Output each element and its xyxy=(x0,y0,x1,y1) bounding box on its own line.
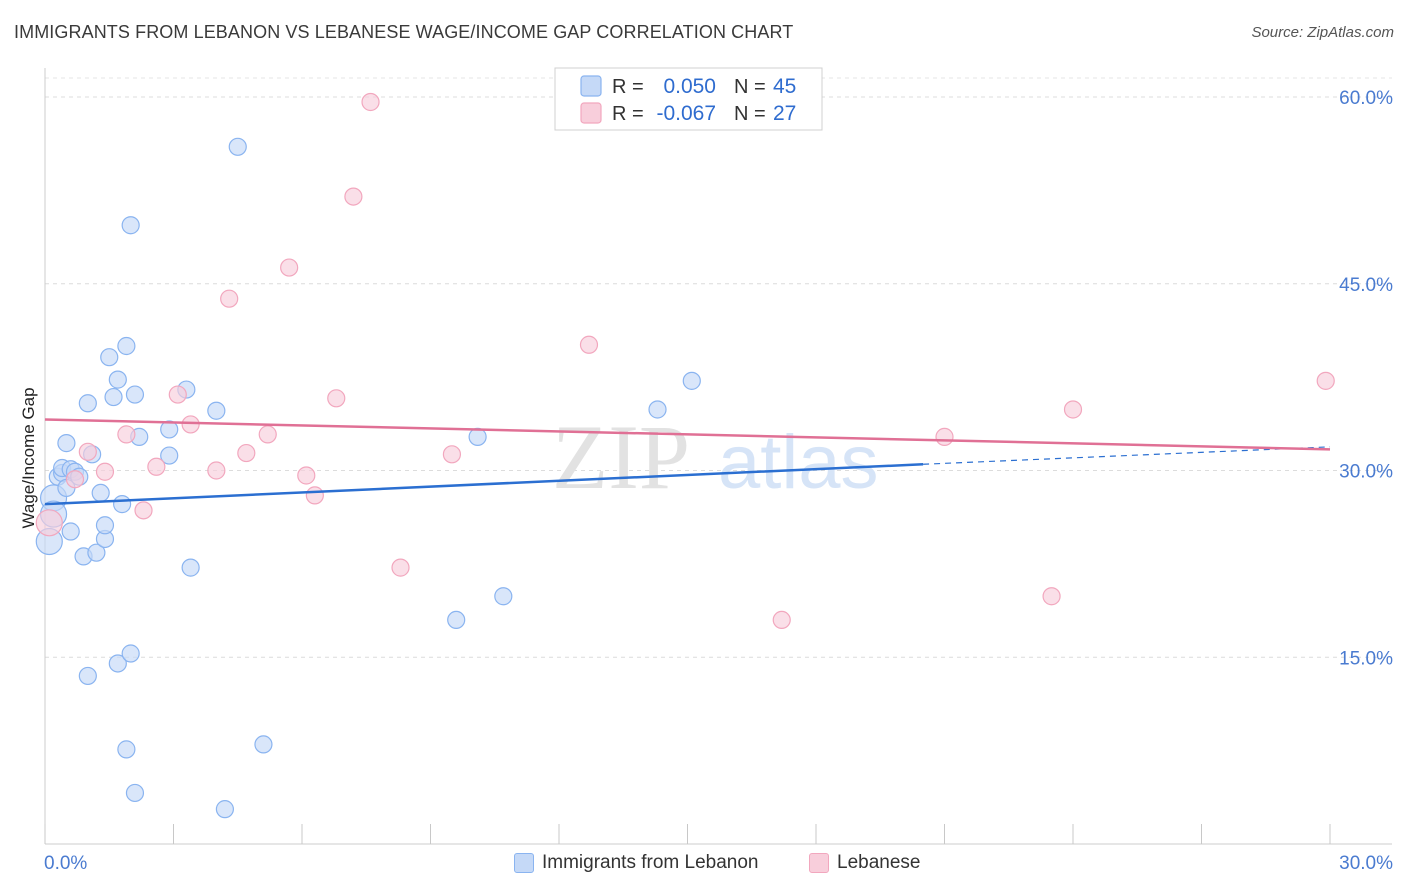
n-label: N = xyxy=(734,76,766,98)
y-tick-labels: 15.0% 30.0% 45.0% 60.0% xyxy=(1339,88,1393,669)
point-immigrants xyxy=(121,216,140,235)
point-immigrants xyxy=(682,371,701,390)
trend-line-immigrants xyxy=(44,463,924,506)
y-tick-label: 15.0% xyxy=(1339,648,1393,669)
point-immigrants xyxy=(78,666,97,686)
point-immigrants xyxy=(112,495,132,514)
y-axis-title: Wage/Income Gap xyxy=(19,387,38,528)
trend-lines xyxy=(44,418,1331,506)
point-lebanese xyxy=(280,258,299,277)
point-immigrants xyxy=(78,394,97,413)
point-immigrants xyxy=(57,434,76,453)
point-immigrants xyxy=(91,483,110,503)
point-immigrants xyxy=(125,385,145,404)
point-immigrants xyxy=(447,610,466,630)
x-tick-label: 0.0% xyxy=(44,853,87,874)
point-immigrants xyxy=(207,401,226,420)
point-immigrants xyxy=(87,543,106,562)
legend-label-immigrants: Immigrants from Lebanon xyxy=(542,852,759,873)
y-tick-label: 45.0% xyxy=(1339,275,1393,296)
trend-line-lebanese xyxy=(44,418,1331,451)
legend-swatch-lebanese xyxy=(809,853,829,873)
legend-item-immigrants: Immigrants from Lebanon xyxy=(514,852,759,874)
y-tick-label: 60.0% xyxy=(1339,88,1393,109)
r-label: R = xyxy=(612,76,644,98)
watermark-atlas: atlas xyxy=(718,420,879,505)
point-immigrants xyxy=(228,137,247,156)
y-tick-label: 30.0% xyxy=(1339,462,1393,483)
point-immigrants xyxy=(468,427,487,446)
point-lebanese xyxy=(305,486,324,505)
point-lebanese xyxy=(1316,371,1335,390)
point-immigrants xyxy=(160,446,179,465)
point-lebanese xyxy=(117,425,136,444)
point-lebanese xyxy=(168,385,187,404)
point-immigrants xyxy=(125,783,145,803)
point-immigrants xyxy=(181,558,200,577)
data-points xyxy=(35,92,1335,819)
chart-title: IMMIGRANTS FROM LEBANON VS LEBANESE WAGE… xyxy=(14,22,794,42)
r-value: -0.067 xyxy=(656,102,716,125)
point-lebanese xyxy=(935,427,954,446)
point-immigrants xyxy=(215,800,234,819)
point-lebanese xyxy=(327,389,346,408)
point-immigrants xyxy=(117,336,136,356)
legend-swatch-immigrants xyxy=(514,853,534,873)
point-lebanese xyxy=(361,92,380,112)
point-lebanese xyxy=(1063,400,1083,419)
x-tick-labels: 0.0% 30.0% xyxy=(44,853,1393,874)
trend-line-immigrants-extension xyxy=(923,446,1331,465)
point-lebanese xyxy=(1042,587,1061,606)
point-lebanese xyxy=(344,187,363,206)
legend-label-lebanese: Lebanese xyxy=(837,852,921,873)
point-immigrants xyxy=(108,654,127,673)
point-lebanese xyxy=(220,289,239,308)
r-label: R = xyxy=(612,103,644,125)
point-immigrants xyxy=(254,735,273,754)
point-lebanese xyxy=(181,415,200,434)
gridlines xyxy=(45,77,1392,658)
point-lebanese xyxy=(134,501,153,520)
stats-swatch xyxy=(580,102,602,124)
point-lebanese xyxy=(78,442,97,461)
point-lebanese xyxy=(147,457,166,476)
point-lebanese xyxy=(442,445,462,464)
point-immigrants xyxy=(108,370,127,389)
point-immigrants xyxy=(121,644,140,663)
x-tick-label: 30.0% xyxy=(1339,853,1393,874)
point-lebanese xyxy=(65,470,85,489)
n-value: 27 xyxy=(773,102,796,125)
point-immigrants xyxy=(494,587,513,606)
point-immigrants xyxy=(117,740,136,759)
stats-legend: R = 0.050 N = 45 R = -0.067 N = 27 xyxy=(554,67,823,131)
point-lebanese xyxy=(297,466,316,485)
point-immigrants xyxy=(104,387,123,407)
stats-swatch xyxy=(580,75,602,97)
r-value: 0.050 xyxy=(663,75,716,98)
point-lebanese xyxy=(207,461,226,480)
point-lebanese xyxy=(258,425,277,444)
axes xyxy=(44,68,1392,845)
point-lebanese xyxy=(579,335,599,354)
series-legend: Immigrants from Lebanon Lebanese xyxy=(0,850,1406,880)
watermark: ZIP atlas xyxy=(552,406,879,508)
point-lebanese xyxy=(95,462,115,481)
point-immigrants xyxy=(100,348,119,367)
chart-source: Source: ZipAtlas.com xyxy=(1251,24,1394,41)
point-lebanese xyxy=(391,558,410,577)
legend-item-lebanese: Lebanese xyxy=(809,852,920,874)
n-value: 45 xyxy=(773,75,796,98)
point-lebanese xyxy=(772,610,791,630)
point-immigrants xyxy=(95,516,115,535)
point-immigrants xyxy=(648,400,667,419)
point-immigrants xyxy=(61,522,80,541)
watermark-zip: ZIP xyxy=(552,406,690,508)
n-label: N = xyxy=(734,103,766,125)
point-lebanese xyxy=(237,443,256,463)
point-immigrants xyxy=(160,420,179,439)
point-lebanese xyxy=(35,509,63,537)
